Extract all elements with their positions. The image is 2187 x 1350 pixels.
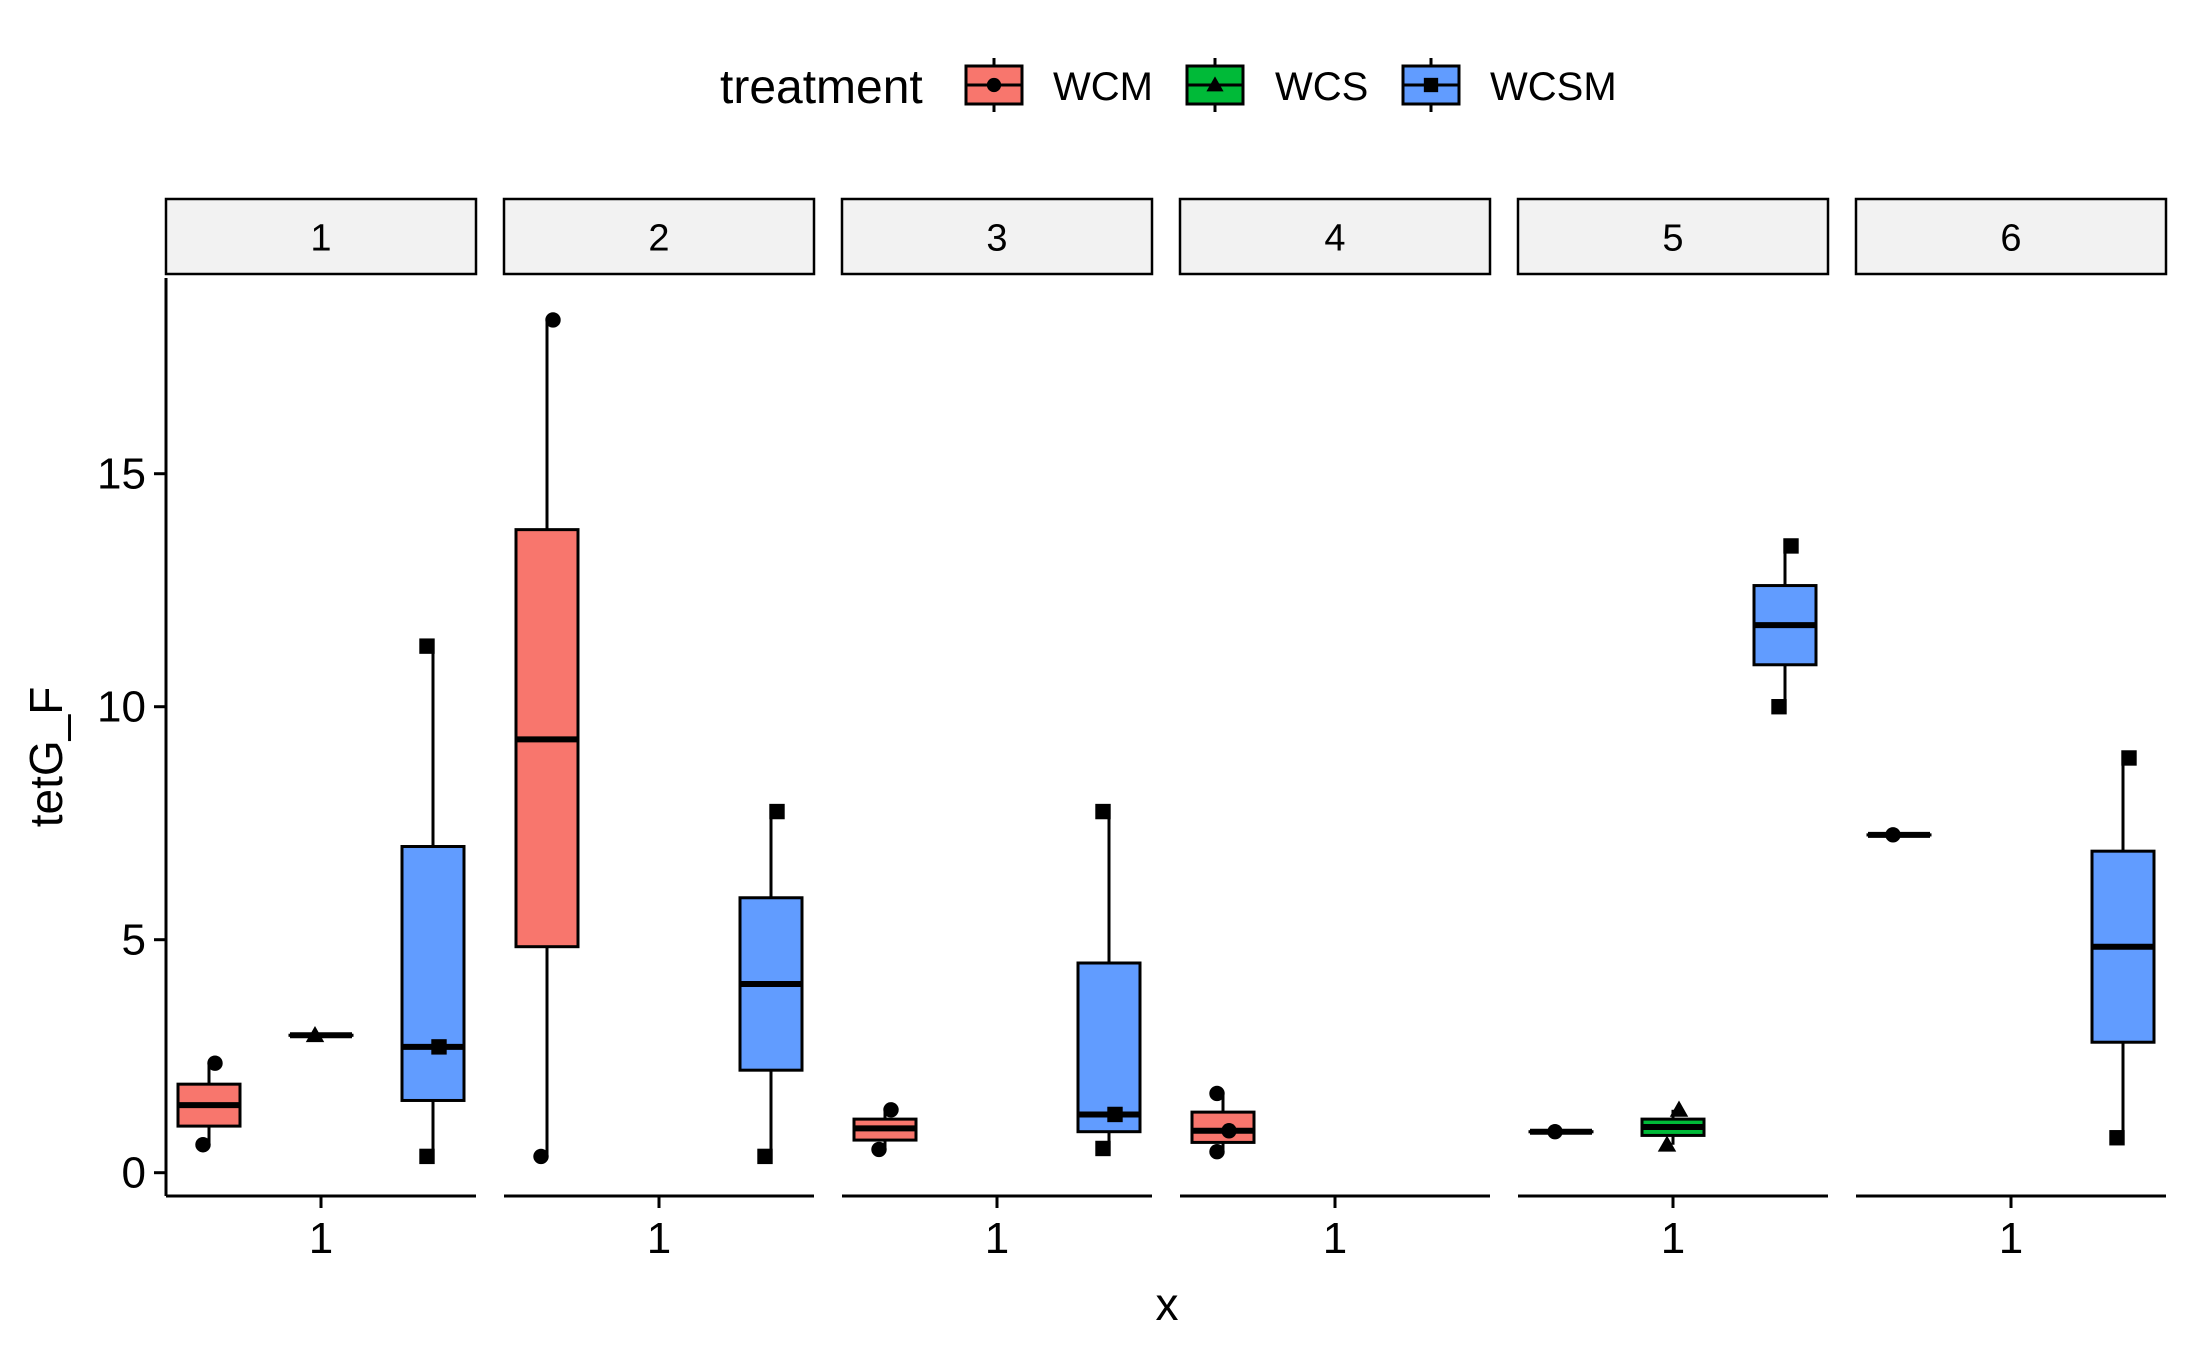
data-point-circle-icon xyxy=(195,1137,211,1153)
legend-key-triangle-icon xyxy=(1206,76,1224,92)
box-wcm xyxy=(176,1055,242,1153)
box-wcsm xyxy=(1752,538,1818,715)
x-tick-label: 1 xyxy=(647,1214,671,1263)
x-tick-label: 1 xyxy=(1661,1214,1685,1263)
facet-strip-label: 1 xyxy=(310,218,331,260)
x-tick-label: 1 xyxy=(985,1214,1009,1263)
data-point-circle-icon xyxy=(533,1148,549,1165)
box-wcm xyxy=(514,312,580,1165)
data-point-circle-icon xyxy=(1885,827,1901,843)
box-wcsm xyxy=(738,803,804,1165)
facet-strip-label: 2 xyxy=(648,218,669,260)
x-axis-title: x xyxy=(1156,1278,1179,1330)
x-tick-label: 1 xyxy=(1999,1214,2023,1263)
legend-key-square-icon xyxy=(1423,77,1439,93)
data-point-triangle-icon xyxy=(305,1025,325,1043)
facet-panel-4: 41 xyxy=(1178,197,1492,1263)
data-point-square-icon xyxy=(431,1039,447,1055)
facet-strip xyxy=(1854,197,2168,276)
facet-panel-2: 21 xyxy=(502,197,816,1263)
box-wcsm xyxy=(2090,750,2156,1146)
facet-panel-3: 31 xyxy=(840,197,1154,1263)
data-point-triangle-icon xyxy=(1669,1100,1689,1117)
data-point-square-icon xyxy=(1095,803,1111,820)
y-tick-label: 5 xyxy=(122,916,146,965)
facet-strip-label: 4 xyxy=(1324,218,1345,260)
data-point-square-icon xyxy=(419,638,435,654)
legend-label: WCM xyxy=(1053,65,1153,109)
y-tick-label: 0 xyxy=(122,1149,146,1198)
facet-strip-label: 5 xyxy=(1662,218,1683,260)
facet-panel-6: 61 xyxy=(1854,197,2168,1263)
facet-strip xyxy=(840,197,1154,276)
data-point-square-icon xyxy=(1783,538,1799,554)
legend-label: WCSM xyxy=(1490,65,1617,109)
legend-key-circle-icon xyxy=(986,77,1002,93)
y-tick-label: 10 xyxy=(97,683,146,732)
data-point-square-icon xyxy=(1095,1140,1111,1157)
y-axis-title: tetG_F xyxy=(20,687,72,828)
box-body xyxy=(1076,961,1142,1134)
data-point-circle-icon xyxy=(883,1102,899,1118)
data-point-circle-icon xyxy=(1209,1144,1225,1160)
data-point-circle-icon xyxy=(545,312,561,328)
facet-strip-label: 3 xyxy=(986,218,1007,260)
facet-panel-1: 11 xyxy=(164,197,478,1263)
facet-strip xyxy=(1178,197,1492,276)
data-point-square-icon xyxy=(2121,750,2137,766)
data-point-square-icon xyxy=(769,803,785,820)
data-point-circle-icon xyxy=(1209,1085,1225,1102)
data-point-square-icon xyxy=(419,1148,435,1165)
data-point-square-icon xyxy=(757,1148,773,1165)
x-tick-label: 1 xyxy=(1323,1214,1347,1263)
box-wcs xyxy=(288,1025,354,1043)
box-wcm xyxy=(852,1102,918,1158)
data-point-square-icon xyxy=(1771,699,1787,715)
facet-strip-label: 6 xyxy=(2000,218,2021,260)
data-point-circle-icon xyxy=(871,1141,887,1158)
legend-entries: WCM WCS WCSM xyxy=(964,58,1617,112)
data-point-square-icon xyxy=(2109,1130,2125,1146)
x-tick-label: 1 xyxy=(309,1214,333,1263)
data-point-circle-icon xyxy=(207,1055,223,1071)
legend-entry-wcm: WCM xyxy=(964,58,1153,112)
box-wcm xyxy=(1866,827,1932,843)
facet-strip xyxy=(502,197,816,276)
y-tick-label: 15 xyxy=(97,450,146,499)
facet-strip xyxy=(1516,197,1830,276)
data-point-square-icon xyxy=(1107,1106,1123,1123)
legend-entry-wcs: WCS xyxy=(1185,58,1368,112)
box-wcm xyxy=(1190,1085,1256,1160)
legend: treatment WCM WCS WCSM xyxy=(720,58,1617,114)
facet-panel-5: 51 xyxy=(1516,197,1830,1263)
y-axis: 0 5 10 15 xyxy=(97,278,168,1198)
box-wcsm xyxy=(1076,803,1142,1157)
legend-title: treatment xyxy=(720,61,923,114)
box-wcs xyxy=(1640,1100,1706,1152)
box-wcm xyxy=(1528,1123,1594,1140)
legend-label: WCS xyxy=(1275,65,1368,109)
box-wcsm xyxy=(400,638,466,1165)
data-point-circle-icon xyxy=(1221,1123,1237,1139)
data-point-triangle-icon xyxy=(1657,1135,1677,1152)
facet-strip xyxy=(164,197,478,276)
box-body xyxy=(400,845,466,1102)
legend-entry-wcsm: WCSM xyxy=(1401,58,1617,112)
data-point-circle-icon xyxy=(1547,1123,1563,1140)
